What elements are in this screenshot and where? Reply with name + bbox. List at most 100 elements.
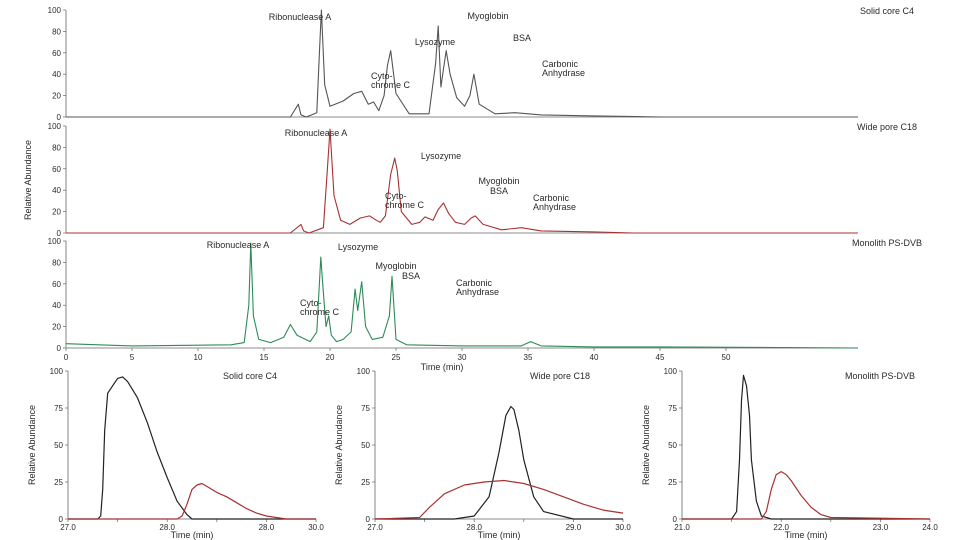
x-tick-label: 28.0 (466, 523, 482, 532)
y-axis-title: Relative Abundance (23, 140, 33, 220)
y-axis-title: Relative Abundance (334, 405, 344, 485)
x-tick-label: 27.0 (367, 523, 383, 532)
x-axis-title: Time (min) (785, 530, 828, 540)
peak-label: Ribonuclease A (207, 240, 270, 250)
peak-label: Anhydrase (456, 287, 499, 297)
y-tick-label: 20 (52, 92, 61, 101)
x-tick-label: 0 (64, 353, 69, 362)
chromatogram-trace (65, 242, 859, 349)
y-tick-label: 0 (673, 515, 678, 524)
x-tick-label: 30.0 (615, 523, 631, 532)
x-tick-label: 28.0 (259, 523, 275, 532)
x-tick-label: 30.0 (308, 523, 324, 532)
y-tick-label: 0 (59, 515, 64, 524)
x-tick-label: 20 (326, 353, 335, 362)
x-tick-label: 5 (130, 353, 135, 362)
y-tick-label: 60 (52, 49, 61, 58)
x-tick-label: 25 (392, 353, 401, 362)
peak-label: Ribonuclease A (269, 12, 332, 22)
peak-label: chrome C (300, 307, 340, 317)
y-tick-label: 25 (361, 478, 370, 487)
peak-label: Myoglobin (375, 261, 416, 271)
chromatogram-panel-2: 0 20 40 60 80 100 Wide pore C18 Ribonuclease A C… (48, 122, 917, 238)
peak-label: Carbonic (542, 59, 579, 69)
zoom-trace (68, 376, 316, 520)
peak-label: Anhydrase (542, 68, 585, 78)
x-tick-label: 24.0 (922, 523, 938, 532)
panel-title: Monolith PS-DVB (852, 238, 922, 248)
y-axis-title: Relative Abundance (27, 405, 37, 485)
peak-label: Carbonic (456, 278, 493, 288)
y-tick-label: 50 (54, 441, 63, 450)
y-tick-label: 60 (52, 280, 61, 289)
peak-label: Lysozyme (421, 151, 461, 161)
peak-label: Lysozyme (415, 37, 455, 47)
peak-label: Anhydrase (533, 202, 576, 212)
x-tick-label: 10 (194, 353, 203, 362)
peak-label: chrome C (371, 80, 411, 90)
x-tick-label: 50 (722, 353, 731, 362)
x-tick-label: 35 (524, 353, 533, 362)
y-tick-label: 100 (48, 122, 62, 131)
x-axis-title: Time (min) (478, 530, 521, 540)
y-tick-label: 50 (668, 441, 677, 450)
x-tick-label: 27.0 (60, 523, 76, 532)
y-tick-label: 40 (52, 301, 61, 310)
y-tick-label: 80 (52, 258, 61, 267)
peak-label: BSA (402, 271, 420, 281)
peak-label: chrome C (385, 200, 425, 210)
x-axis-title: Time (min) (171, 530, 214, 540)
y-tick-label: 100 (664, 367, 678, 376)
panel-title: Wide pore C18 (857, 122, 917, 132)
x-tick-label: 22.0 (773, 523, 789, 532)
x-tick-label: 28.0 (159, 523, 175, 532)
y-tick-label: 100 (48, 6, 62, 15)
y-tick-label: 25 (54, 478, 63, 487)
peak-label: BSA (490, 186, 508, 196)
peak-label: Lysozyme (338, 242, 378, 252)
peak-label: BSA (513, 33, 531, 43)
y-tick-label: 100 (48, 237, 62, 246)
zoom-trace (682, 471, 931, 520)
peak-label: Myoglobin (467, 11, 508, 21)
y-tick-label: 75 (668, 404, 677, 413)
peak-label: Cyto- (371, 71, 393, 81)
y-tick-label: 40 (52, 186, 61, 195)
y-tick-label: 100 (50, 367, 64, 376)
panel-title: Solid core C4 (223, 371, 277, 381)
x-tick-label: 45 (656, 353, 665, 362)
y-tick-label: 100 (357, 367, 371, 376)
y-tick-label: 50 (361, 441, 370, 450)
zoom-panel-2: 0 25 50 75 100 27.0 28.0 29.0 30.0 Wide pore C18 T… (334, 367, 631, 540)
zoom-panel-3: 0 25 50 75 100 21.0 22.0 23.0 24.0 Monolith PS-DV… (641, 367, 938, 540)
y-tick-label: 75 (54, 404, 63, 413)
y-tick-label: 0 (366, 515, 371, 524)
x-tick-label: 23.0 (873, 523, 889, 532)
y-tick-label: 60 (52, 165, 61, 174)
y-tick-label: 25 (668, 478, 677, 487)
x-tick-label: 15 (260, 353, 269, 362)
y-tick-label: 20 (52, 208, 61, 217)
y-tick-label: 0 (57, 229, 62, 238)
chromatogram-panel-1: 0 20 40 60 80 100 Solid core C4 Ribonuclease A C… (48, 6, 914, 122)
x-tick-label: 21.0 (674, 523, 690, 532)
zoom-trace (374, 479, 624, 520)
y-tick-label: 0 (57, 344, 62, 353)
y-axis-title: Relative Abundance (641, 405, 651, 485)
zoom-panel-1: 0 25 50 75 100 27.0 28.0 28.0 30.0 Solid core C4 T… (27, 367, 324, 540)
panel-title: Solid core C4 (860, 6, 914, 16)
x-tick-label: 30 (458, 353, 467, 362)
peak-label: Cyto- (300, 298, 322, 308)
y-tick-label: 80 (52, 143, 61, 152)
y-tick-label: 75 (361, 404, 370, 413)
x-tick-label: 40 (590, 353, 599, 362)
panel-title: Wide pore C18 (530, 371, 590, 381)
chromatogram-trace (66, 9, 858, 118)
zoom-trace (682, 374, 930, 520)
y-tick-label: 20 (52, 323, 61, 332)
chromatogram-trace (66, 128, 858, 234)
peak-label: Myoglobin (478, 176, 519, 186)
y-tick-label: 40 (52, 70, 61, 79)
